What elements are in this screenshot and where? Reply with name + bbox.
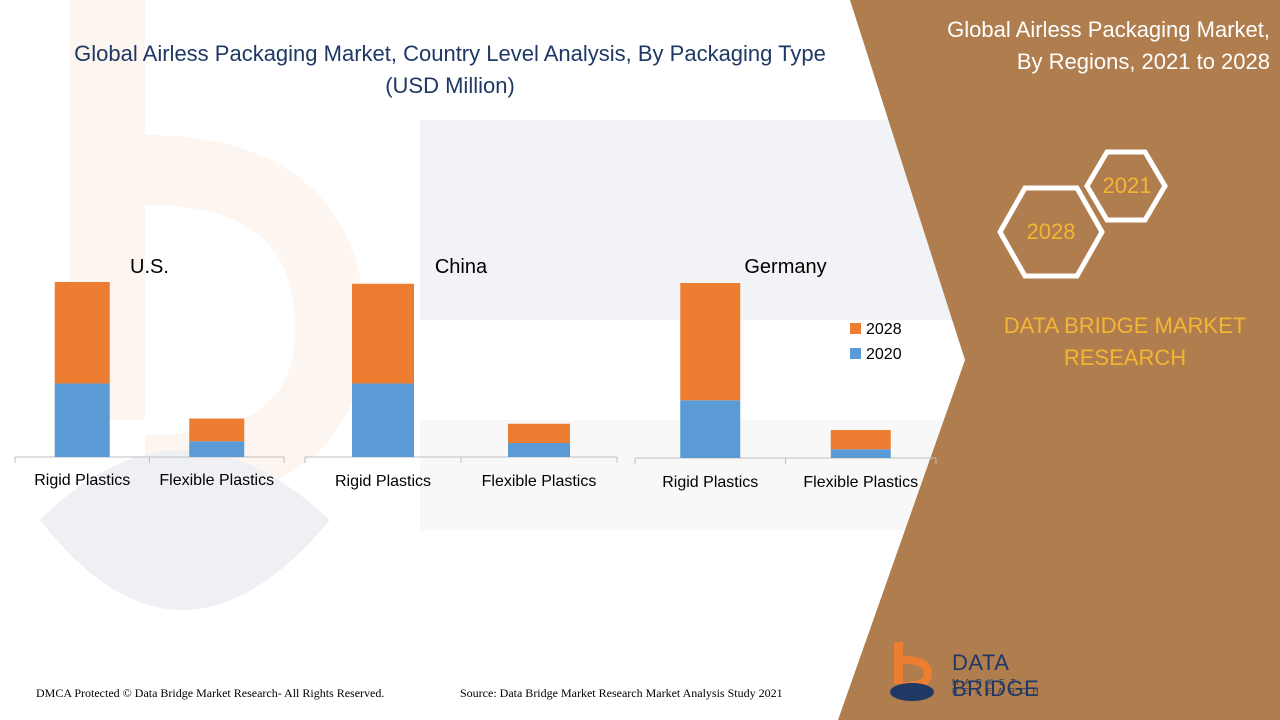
category-label-germany: Rigid Plastics	[662, 474, 758, 491]
bar-china-2028-1	[352, 283, 414, 384]
category-label-china: Flexible Plastics	[482, 473, 597, 490]
category-label-germany: Flexible Plastics	[803, 474, 918, 491]
category-label-u-s: Flexible Plastics	[159, 472, 274, 489]
bar-germany-2028-1	[680, 283, 741, 401]
copyright-footer: DMCA Protected © Data Bridge Market Rese…	[36, 686, 385, 700]
legend-swatch-2020	[850, 348, 861, 359]
charts-area: U.S. Rigid Plastics Flexible Plastics China…	[14, 256, 937, 491]
logo: DATA BRIDGE MARKET RESEARCH	[880, 638, 1100, 708]
brand-text-line1: DATA BRIDGE MARKET	[1003, 313, 1247, 338]
legend-swatch-2028	[850, 323, 861, 334]
category-label-u-s: Rigid Plastics	[34, 472, 130, 489]
bar-germany-2020-2	[830, 449, 891, 458]
legend-label-2028: 2028	[866, 321, 902, 338]
chart-title-line1: Global Airless Packaging Market, Country…	[74, 41, 826, 66]
bar-germany-2020-1	[680, 400, 741, 458]
bar-u-s-2028-1	[54, 282, 110, 384]
panel-title: Global Airless Packaging Market, By Regi…	[890, 14, 1270, 78]
chart-title: Global Airless Packaging Market, Country…	[20, 38, 880, 102]
bar-china-2020-1	[352, 383, 414, 457]
source-footer: Source: Data Bridge Market Research Mark…	[460, 686, 783, 700]
panel-title-line1: Global Airless Packaging Market,	[947, 17, 1270, 42]
panel-title-line2: By Regions, 2021 to 2028	[1016, 49, 1270, 74]
chart-title-line2: (USD Million)	[385, 73, 515, 98]
bar-germany-2028-2	[830, 430, 891, 450]
hexagon-label-2028: 2028	[1026, 219, 1076, 244]
hexagon-label-2021: 2021	[1102, 173, 1152, 198]
chart-title-u-s: U.S.	[130, 256, 169, 278]
bar-china-2028-2	[508, 423, 570, 443]
brand-text-line2: RESEARCH	[1063, 345, 1187, 370]
bar-china-2020-2	[508, 443, 570, 457]
category-label-china: Rigid Plastics	[335, 473, 431, 490]
brand-text: DATA BRIDGE MARKET RESEARCH	[980, 310, 1270, 374]
bar-u-s-2020-2	[189, 441, 245, 457]
legend-label-2020: 2020	[866, 346, 902, 363]
logo-icon	[890, 642, 934, 701]
bar-u-s-2028-2	[189, 418, 245, 442]
logo-name: DATA BRIDGE	[952, 650, 1040, 701]
chart-title-china: China	[435, 256, 488, 278]
chart-title-germany: Germany	[744, 256, 826, 278]
logo-subtitle: MARKET RESEARCH	[952, 678, 1045, 696]
bar-u-s-2020-1	[54, 383, 110, 457]
